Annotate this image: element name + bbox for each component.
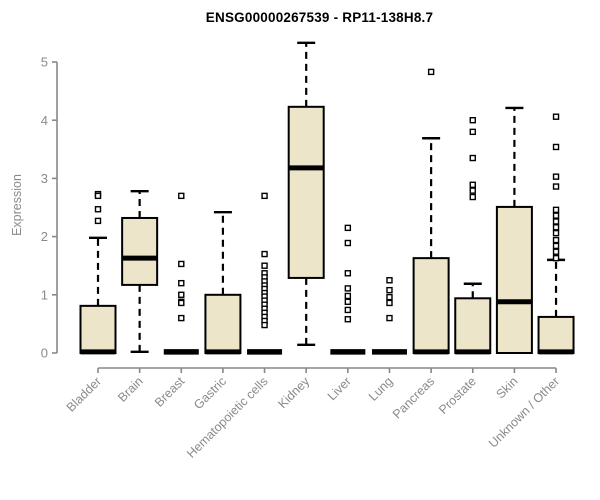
outlier-point bbox=[552, 143, 560, 151]
iqr-box bbox=[495, 205, 533, 354]
outlier-point bbox=[386, 293, 393, 301]
outlier-point bbox=[344, 306, 352, 314]
outlier-point bbox=[386, 277, 393, 284]
outlier-point bbox=[386, 314, 393, 322]
y-tick-label: 4 bbox=[41, 113, 48, 128]
boxplot-liver bbox=[330, 224, 366, 355]
outlier-point bbox=[469, 154, 476, 162]
x-tick-label-kidney: Kidney bbox=[275, 374, 312, 411]
outlier-point bbox=[427, 68, 435, 76]
x-tick-label-skin: Skin bbox=[493, 374, 520, 401]
boxplot-unknown-other bbox=[537, 113, 575, 355]
outlier-point bbox=[552, 236, 560, 244]
outlier-point bbox=[552, 218, 560, 225]
x-tick-label-unknown-other: Unknown / Other bbox=[486, 374, 562, 450]
outlier-point bbox=[552, 248, 560, 255]
outlier-point bbox=[261, 192, 268, 200]
boxplot-prostate bbox=[454, 116, 492, 355]
x-tick-label-hematopoietic-cells: Hematopoietic cells bbox=[184, 374, 271, 461]
outlier-point bbox=[552, 224, 560, 231]
outlier-point bbox=[344, 298, 352, 305]
boxplot-gastric bbox=[204, 210, 242, 355]
outlier-point bbox=[344, 316, 352, 323]
iqr-box bbox=[121, 216, 159, 286]
outlier-point bbox=[261, 321, 268, 329]
outlier-point bbox=[94, 206, 102, 213]
boxplot-skin bbox=[495, 106, 533, 354]
outlier-point bbox=[386, 286, 393, 294]
x-tick-label-bladder: Bladder bbox=[64, 374, 104, 414]
chart-title: ENSG00000267539 - RP11-138H8.7 bbox=[205, 10, 434, 25]
outlier-point bbox=[178, 299, 185, 307]
boxplot-pancreas bbox=[412, 68, 450, 355]
outlier-point bbox=[178, 260, 185, 268]
outlier-point bbox=[261, 250, 268, 258]
outlier-point bbox=[178, 314, 185, 322]
y-axis: 0 1 2 3 4 5 bbox=[41, 55, 58, 361]
outlier-point bbox=[344, 285, 352, 292]
outlier-point bbox=[94, 217, 102, 225]
outlier-point bbox=[344, 239, 352, 247]
outlier-point bbox=[552, 212, 560, 219]
y-tick-label: 1 bbox=[41, 287, 48, 302]
outlier-point bbox=[552, 113, 560, 120]
y-tick-label: 0 bbox=[41, 346, 48, 361]
outlier-point bbox=[469, 181, 476, 189]
boxplot-hematopoietic-cells bbox=[247, 192, 283, 355]
outlier-point bbox=[469, 116, 476, 124]
x-tick-label-liver: Liver bbox=[325, 374, 354, 403]
boxplot-lung bbox=[371, 277, 407, 355]
iqr-box bbox=[537, 315, 575, 354]
boxplot-kidney bbox=[287, 41, 325, 347]
outlier-point bbox=[178, 279, 185, 287]
x-tick-label-pancreas: Pancreas bbox=[390, 374, 437, 421]
outlier-point bbox=[552, 173, 560, 180]
outlier-point bbox=[386, 299, 393, 307]
boxplot-brain bbox=[121, 190, 159, 354]
boxplot-bladder bbox=[79, 190, 117, 355]
outlier-point bbox=[469, 128, 476, 136]
outlier-point bbox=[344, 292, 352, 300]
outlier-point bbox=[552, 254, 560, 262]
outlier-point bbox=[261, 262, 268, 269]
outlier-point bbox=[344, 224, 352, 232]
x-tick-label-prostate: Prostate bbox=[436, 374, 479, 417]
y-tick-label: 5 bbox=[41, 55, 48, 70]
x-tick-label-breast: Breast bbox=[152, 374, 188, 410]
outlier-point bbox=[552, 183, 560, 190]
iqr-box bbox=[204, 293, 242, 354]
iqr-box bbox=[454, 297, 492, 354]
y-tick-label: 3 bbox=[41, 171, 48, 186]
outlier-point bbox=[552, 229, 560, 237]
x-tick-label-brain: Brain bbox=[115, 374, 146, 405]
outlier-point bbox=[178, 192, 185, 200]
outlier-point bbox=[94, 192, 102, 200]
y-tick-label: 2 bbox=[41, 229, 48, 244]
outlier-point bbox=[552, 242, 560, 250]
x-tick-label-gastric: Gastric bbox=[191, 374, 229, 412]
iqr-box bbox=[79, 304, 117, 354]
outlier-point bbox=[469, 193, 476, 201]
x-tick-label-lung: Lung bbox=[366, 374, 396, 404]
outlier-point bbox=[469, 187, 476, 194]
outlier-point bbox=[344, 270, 352, 277]
boxplot-breast bbox=[163, 192, 199, 355]
iqr-box bbox=[287, 105, 325, 279]
outlier-point bbox=[178, 291, 185, 298]
outlier-point bbox=[552, 206, 560, 214]
iqr-box bbox=[412, 257, 450, 354]
